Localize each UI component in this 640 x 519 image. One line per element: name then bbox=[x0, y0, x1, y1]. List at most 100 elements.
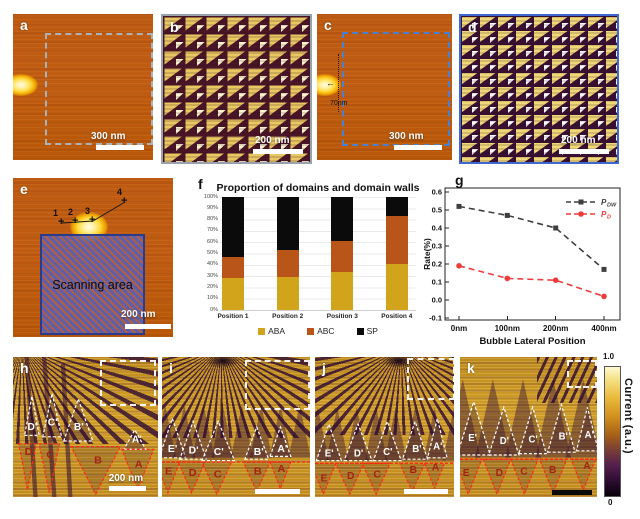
domain-label: D bbox=[496, 468, 504, 479]
bar-segment-aba bbox=[222, 278, 244, 310]
domain-label: C bbox=[520, 467, 528, 478]
domain-wall-triangle bbox=[124, 430, 146, 450]
domain-triangle bbox=[270, 462, 291, 489]
scale-bar bbox=[96, 145, 144, 150]
bar-segment-aba bbox=[276, 277, 299, 310]
data-point bbox=[601, 293, 607, 300]
scale-bar bbox=[125, 324, 171, 329]
wall-label: D' bbox=[354, 448, 363, 459]
panel-e-afm-image: e + + + + 1 2 3 4 Scanning area 200 nm bbox=[13, 178, 173, 337]
current-colorbar bbox=[604, 366, 621, 497]
y-tick: 10% bbox=[206, 295, 218, 302]
background-domain-triangle bbox=[475, 379, 511, 458]
domain-wall-triangle bbox=[270, 427, 291, 456]
domain-label: C bbox=[46, 449, 54, 461]
panel-label-i: i bbox=[169, 360, 173, 376]
panel-c-afm-image: c ← 70nm 300 nm bbox=[317, 14, 452, 160]
marker-number-3: 3 bbox=[85, 206, 91, 216]
legend-swatch bbox=[307, 327, 315, 335]
domain-wall-triangle bbox=[519, 407, 546, 453]
data-point bbox=[601, 266, 607, 272]
scale-bar bbox=[551, 490, 592, 495]
domain-wall-triangle bbox=[460, 402, 490, 455]
dark-stripe-band bbox=[42, 357, 57, 497]
wall-label: B' bbox=[74, 422, 84, 433]
wall-label: C' bbox=[48, 418, 58, 429]
panel-i-cafm-image: E' D' C' B' A' E D C B A i bbox=[162, 357, 310, 497]
marker-number-1: 1 bbox=[53, 208, 59, 218]
domain-triangle bbox=[460, 459, 482, 494]
legend-label-main: P bbox=[601, 198, 607, 207]
marker-number-4: 4 bbox=[117, 187, 123, 197]
domain-triangle bbox=[243, 462, 270, 491]
y-tick: 30% bbox=[206, 272, 218, 279]
wall-label: C' bbox=[383, 447, 392, 458]
legend-label-sub: DW bbox=[607, 203, 617, 209]
x-category-label: Position 1 bbox=[217, 313, 249, 320]
background-domain-triangle bbox=[365, 407, 388, 461]
panel-d-afm-image: d 200 nm bbox=[459, 14, 619, 164]
domain-label: D bbox=[347, 471, 355, 482]
marker-number-2: 2 bbox=[68, 207, 74, 217]
domain-triangle bbox=[162, 462, 180, 493]
domain-triangle bbox=[71, 447, 120, 495]
scale-bar bbox=[403, 488, 449, 494]
wall-label: B' bbox=[254, 447, 264, 458]
scale-bar bbox=[253, 149, 303, 154]
wall-label: A' bbox=[433, 441, 442, 452]
panel-a-afm-image: a 300 nm bbox=[13, 14, 153, 160]
domain-wall-triangle bbox=[576, 407, 597, 450]
scale-label: 200 nm bbox=[121, 309, 156, 320]
scale-bar bbox=[559, 149, 609, 154]
domain-wall-triangle bbox=[180, 421, 207, 459]
cross-marker-1: + bbox=[58, 216, 65, 228]
scale-label: 200 nm bbox=[561, 135, 596, 146]
panel-label-f: f bbox=[198, 176, 203, 192]
scale-label: 300 nm bbox=[389, 131, 424, 142]
line-plot: 0.6 0.5 0.4 0.3 0.2 0.1 0.0 -0.1 0nm 100nm 200nm 40… bbox=[422, 187, 621, 347]
bar-plot-area bbox=[220, 197, 416, 311]
zoom-region-outline bbox=[406, 358, 454, 401]
legend-label-sub: D bbox=[607, 215, 611, 221]
colorbar-min: 0 bbox=[608, 498, 613, 507]
bar-segment-sp bbox=[331, 197, 354, 242]
domain-label: B bbox=[410, 465, 418, 476]
domain-label: D bbox=[189, 467, 197, 479]
wall-label: A' bbox=[277, 444, 287, 455]
domain-label: A bbox=[432, 462, 440, 473]
panel-label-h: h bbox=[20, 360, 29, 376]
background-domain-triangle bbox=[315, 407, 329, 461]
wall-label: E' bbox=[325, 448, 334, 459]
x-category-label: Position 2 bbox=[272, 313, 304, 320]
scan-region-outline-blue bbox=[342, 32, 450, 146]
marker-path-line bbox=[61, 201, 126, 224]
domain-label: A bbox=[277, 463, 285, 475]
x-category-label: Position 4 bbox=[381, 313, 413, 320]
y-tick: 50% bbox=[206, 250, 218, 256]
domain-wall-triangle bbox=[316, 424, 341, 460]
bubble-contact-mark bbox=[206, 357, 241, 369]
background-domain-triangle bbox=[230, 404, 254, 458]
domain-wall-triangle bbox=[489, 407, 519, 455]
wall-label: A' bbox=[132, 435, 142, 446]
background-domain-triangle bbox=[211, 404, 234, 458]
legend-label-main: P bbox=[601, 210, 607, 219]
domain-triangle bbox=[400, 463, 425, 491]
scale-bar bbox=[108, 485, 147, 491]
domain-triangle bbox=[336, 463, 364, 494]
data-point bbox=[504, 275, 511, 282]
bar-segment-abc bbox=[222, 256, 244, 279]
background-domain-triangle bbox=[384, 407, 407, 461]
plot-frame bbox=[444, 187, 621, 321]
domain-wall-triangle bbox=[25, 396, 39, 435]
y-axis-title: Rate(%) bbox=[422, 238, 432, 270]
domain-triangle bbox=[362, 463, 390, 494]
data-point bbox=[553, 225, 559, 231]
cross-marker-3: + bbox=[89, 214, 96, 226]
bar-segment-sp bbox=[276, 197, 299, 251]
background-domain-triangle bbox=[535, 379, 571, 458]
dark-stripe-band bbox=[60, 364, 73, 497]
data-point bbox=[552, 277, 559, 283]
legend-label: SP bbox=[366, 326, 378, 336]
